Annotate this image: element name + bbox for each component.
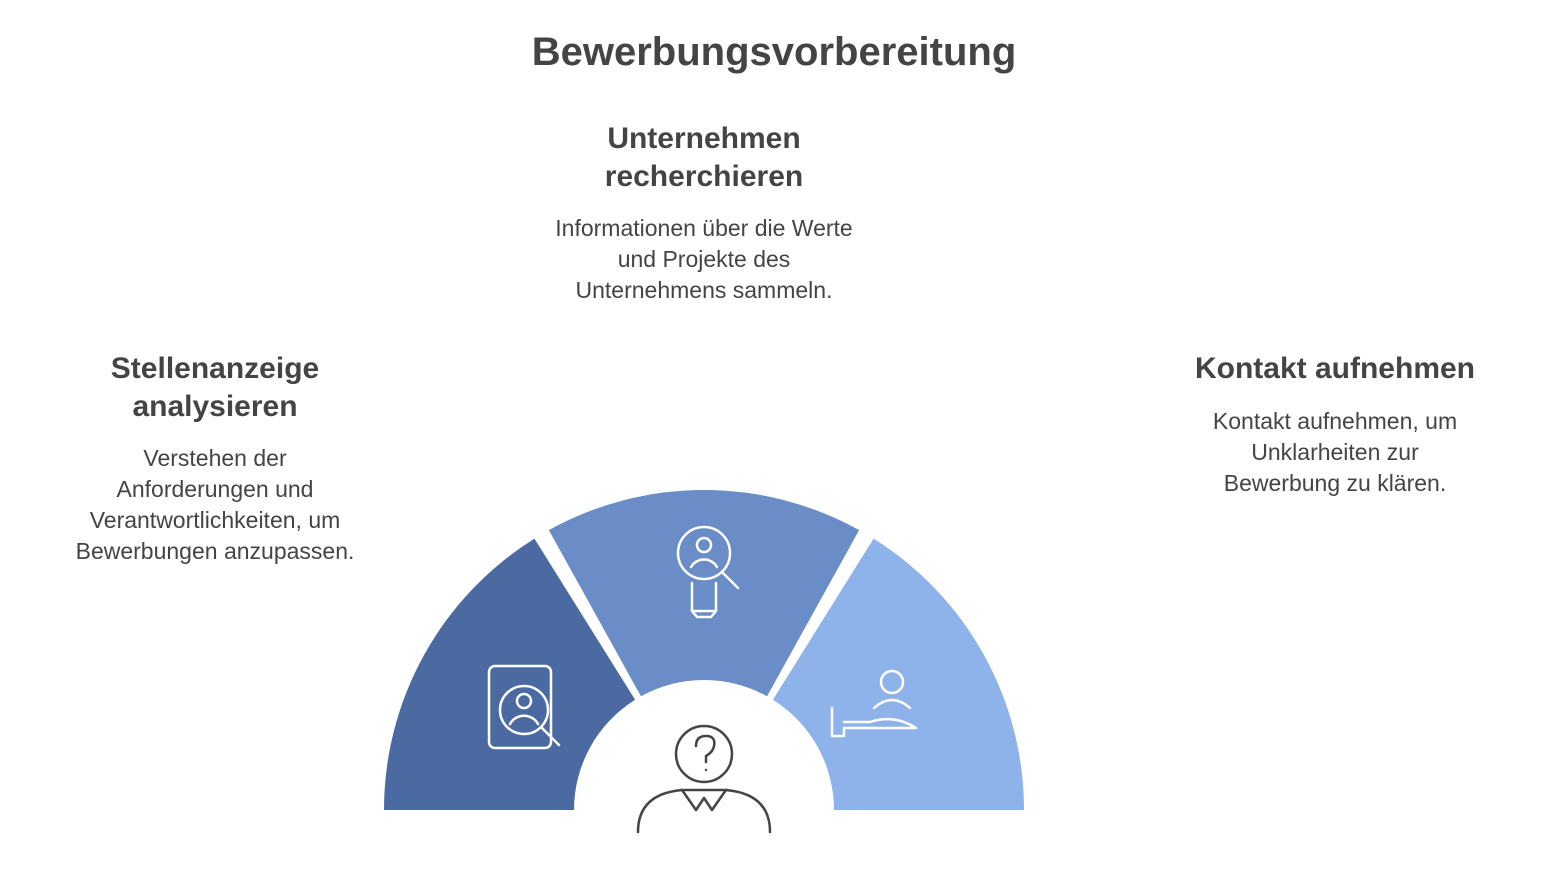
page-title: Bewerbungsvorbereitung — [0, 30, 1548, 75]
semi-donut-chart — [374, 410, 1034, 870]
section-left-heading: Stellenanzeige analysieren — [70, 350, 360, 425]
section-right-body: Kontakt aufnehmen, um Unklarheiten zur B… — [1190, 406, 1480, 499]
section-top-body: Informationen über die Werte und Projekt… — [544, 213, 864, 306]
section-right-heading: Kontakt aufnehmen — [1190, 350, 1480, 388]
section-right: Kontakt aufnehmen Kontakt aufnehmen, um … — [1190, 350, 1480, 499]
section-left-body: Verstehen der Anforderungen und Verantwo… — [70, 443, 360, 567]
section-left: Stellenanzeige analysieren Verstehen der… — [70, 350, 360, 567]
section-top: Unternehmen recherchieren Informationen … — [544, 120, 864, 306]
person-question-icon — [638, 726, 770, 832]
section-top-heading: Unternehmen recherchieren — [544, 120, 864, 195]
